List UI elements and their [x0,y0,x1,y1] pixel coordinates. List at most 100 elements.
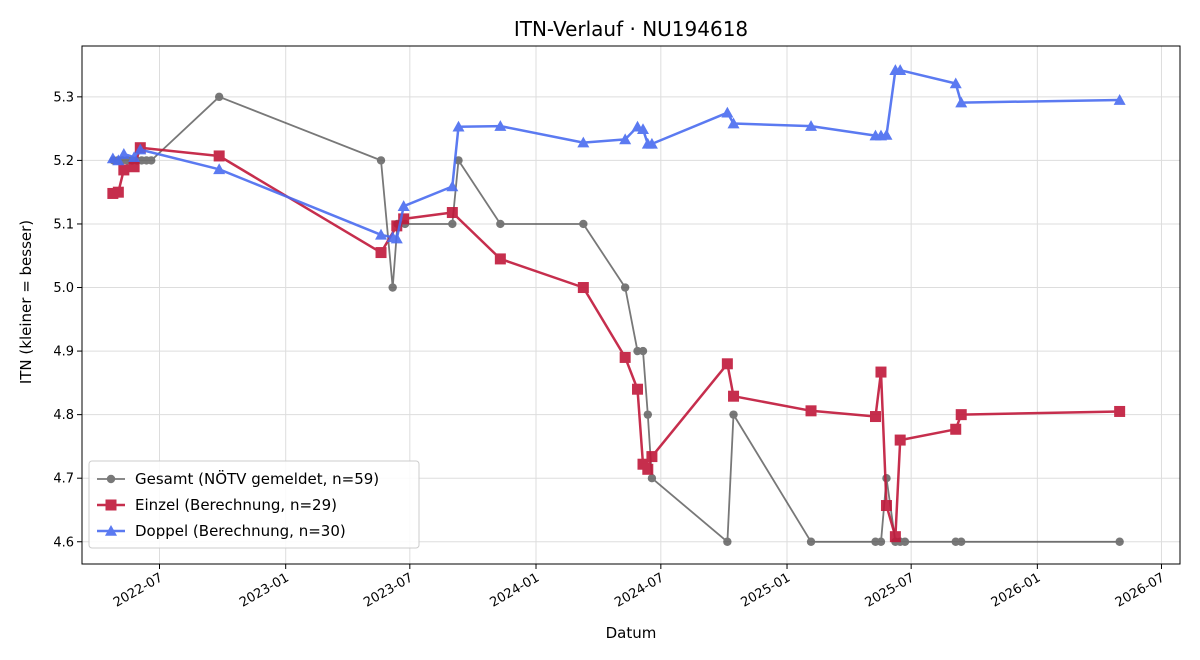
data-point [646,451,658,463]
data-point [375,247,387,259]
x-tick-label: 2024-07 [612,570,667,610]
data-point [128,161,140,173]
data-point [869,411,881,423]
x-axis: 2022-07 2023-01 2023-07 2024-01 2024-07 2025-… [111,564,1168,611]
plot-frame [81,45,1181,565]
data-point [214,92,224,102]
data-point [620,283,630,292]
data-point [729,410,738,419]
data-point [452,120,465,132]
data-point [728,390,740,402]
series-2 [107,142,1126,543]
y-axis-label: ITN (kleiner = besser) [17,220,35,384]
y-tick-label: 4.9 [53,345,74,360]
series-line [112,68,1120,240]
y-tick-label: 4.6 [53,535,74,550]
data-point [1115,537,1124,546]
data-point [880,128,893,140]
data-point [955,96,968,108]
data-point [727,117,740,129]
data-point [398,213,410,225]
legend-box [88,460,420,549]
data-point [496,219,505,229]
x-tick-label: 2026-07 [1113,570,1168,610]
legend-entry: Einzel (Berechnung, n=29) [135,496,337,514]
data-point [376,156,386,165]
data-point [806,537,816,546]
x-tick-label: 2025-01 [738,570,793,610]
data-point [391,220,403,232]
x-tick-label: 2025-07 [863,570,918,610]
series-3 [106,64,1126,244]
x-tick-label: 2026-01 [989,570,1044,610]
data-point [494,120,507,131]
data-point [889,531,901,543]
data-point [494,253,506,265]
y-tick-label: 4.7 [53,472,74,487]
y-tick-label: 5.0 [53,281,74,296]
data-point [1114,405,1126,417]
x-tick-label: 2023-01 [237,570,292,610]
data-point [619,351,631,363]
legend-marker [105,499,117,511]
series-line [112,146,1120,538]
data-point [375,228,388,240]
series-layer [106,64,1126,546]
data-point [805,405,817,417]
data-point [805,120,818,131]
data-point [632,383,644,395]
data-point [397,200,410,211]
data-point [894,64,907,75]
data-point [880,500,892,512]
data-point [957,537,966,546]
legend-swatch [97,499,125,511]
legend-marker [105,525,117,536]
data-point [147,156,156,165]
y-tick-label: 5.3 [53,90,74,105]
data-point [117,148,130,159]
data-point [619,133,632,145]
x-tick-label: 2023-07 [361,570,416,610]
data-point [577,282,589,294]
data-point [577,136,590,148]
data-point [876,537,886,546]
data-point [213,163,226,175]
data-point [213,150,225,162]
legend-entry: Doppel (Berechnung, n=30) [135,522,346,540]
data-point [118,164,130,176]
data-point [645,137,658,149]
y-tick-label: 4.8 [53,408,74,423]
data-point [894,434,906,446]
data-point [955,409,967,421]
data-point [128,151,141,163]
data-point [900,537,910,546]
data-point [579,219,588,229]
data-point [723,537,732,546]
data-point [721,358,733,370]
data-point [112,154,125,166]
x-tick-label: 2022-07 [111,570,166,610]
data-point [388,283,397,292]
data-point [448,219,457,229]
data-point [112,186,124,198]
legend-marker [106,474,116,484]
data-point [950,423,962,435]
data-point [638,346,648,356]
y-tick-label: 5.1 [53,217,74,232]
data-point [875,366,887,378]
data-point [721,106,734,118]
data-point [1113,94,1126,105]
x-tick-label: 2024-01 [487,570,542,610]
x-axis-label: Datum [606,624,657,642]
data-point [446,207,458,219]
chart-title: ITN-Verlauf · NU194618 [514,17,748,41]
data-point [647,473,657,483]
data-point [134,143,147,155]
data-point [637,123,650,135]
legend-entry: Gesamt (NÖTV gemeldet, n=59) [135,469,379,488]
data-point [446,180,459,192]
legend-swatch [97,525,125,536]
y-tick-label: 5.2 [53,154,74,169]
y-axis: 4.6 4.7 4.8 4.9 5.0 5.1 5.2 5.3 [53,90,82,550]
